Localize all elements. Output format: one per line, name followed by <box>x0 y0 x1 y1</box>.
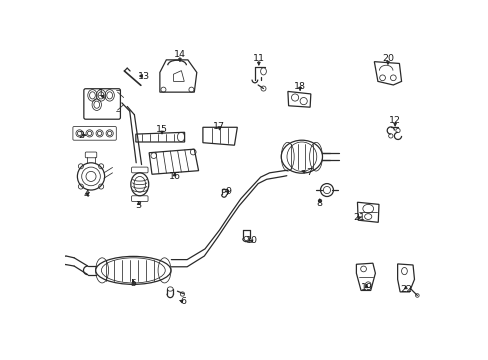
Text: 19: 19 <box>360 283 372 292</box>
Text: 2: 2 <box>78 131 84 140</box>
Text: 21: 21 <box>352 213 365 222</box>
Text: 6: 6 <box>180 297 186 306</box>
Text: 9: 9 <box>225 187 231 196</box>
Text: 22: 22 <box>399 285 411 294</box>
Text: 14: 14 <box>174 50 185 59</box>
Text: 4: 4 <box>83 190 89 199</box>
Text: 10: 10 <box>245 237 257 246</box>
Text: 11: 11 <box>252 54 264 63</box>
Text: 18: 18 <box>293 82 305 91</box>
Text: 12: 12 <box>388 116 400 125</box>
Text: 7: 7 <box>305 168 311 177</box>
Text: 20: 20 <box>381 54 393 63</box>
Text: 1: 1 <box>98 89 104 98</box>
Text: 13: 13 <box>138 72 150 81</box>
Text: 17: 17 <box>213 122 225 131</box>
Text: 15: 15 <box>156 125 168 134</box>
Text: 8: 8 <box>316 199 322 208</box>
Text: 3: 3 <box>135 201 142 210</box>
Text: 5: 5 <box>130 279 136 288</box>
Text: 16: 16 <box>168 172 180 181</box>
